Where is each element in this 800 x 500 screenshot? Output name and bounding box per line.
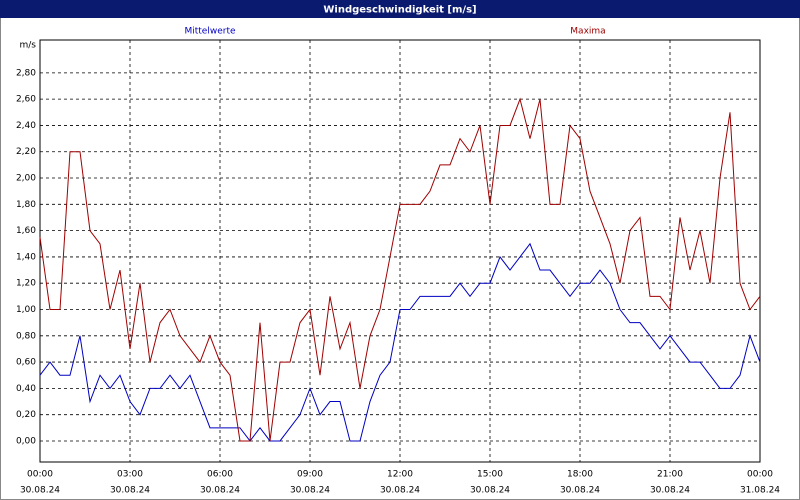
x-tick-label: 18:00 [567, 470, 593, 480]
x-tick-label: 03:00 [117, 470, 143, 480]
x-tick-date: 30.08.24 [110, 486, 150, 496]
y-tick-label: 1,80 [16, 200, 36, 210]
x-tick-label: 12:00 [387, 470, 413, 480]
x-tick-label: 09:00 [297, 470, 323, 480]
y-tick-label: 0,40 [16, 384, 36, 394]
y-tick-label: 0,00 [16, 436, 36, 446]
x-tick-date: 31.08.24 [740, 486, 780, 496]
title-bar [0, 0, 800, 18]
y-axis-label: m/s [20, 41, 37, 51]
x-tick-date: 30.08.24 [20, 486, 60, 496]
x-tick-label: 06:00 [207, 470, 233, 480]
x-tick-date: 30.08.24 [200, 486, 240, 496]
x-tick-date: 30.08.24 [650, 486, 690, 496]
y-tick-label: 1,00 [16, 305, 36, 315]
y-tick-label: 0,20 [16, 410, 36, 420]
series-line [39, 242, 761, 442]
chart-title: Windgeschwindigkeit [m/s] [323, 5, 476, 16]
x-tick-date: 30.08.24 [290, 486, 330, 496]
y-tick-label: 2,40 [16, 121, 36, 131]
x-tick-date: 30.08.24 [470, 486, 510, 496]
plot-area [39, 39, 761, 463]
y-tick-label: 1,60 [16, 226, 36, 236]
legend-entry: Mittelwerte [184, 27, 235, 37]
series-line [39, 97, 761, 442]
x-tick-date: 30.08.24 [380, 486, 420, 496]
y-tick-label: 2,00 [16, 174, 36, 184]
y-tick-label: 2,20 [16, 147, 36, 157]
x-tick-date: 30.08.24 [560, 486, 600, 496]
x-tick-label: 00:00 [27, 470, 53, 480]
y-tick-label: 0,60 [16, 358, 36, 368]
y-tick-label: 1,40 [16, 252, 36, 262]
x-tick-label: 15:00 [477, 470, 503, 480]
x-tick-label: 21:00 [657, 470, 683, 480]
legend-entry: Maxima [570, 27, 605, 37]
y-tick-label: 2,80 [16, 68, 36, 78]
x-tick-label: 00:00 [747, 470, 773, 480]
y-tick-label: 0,80 [16, 331, 36, 341]
y-tick-label: 1,20 [16, 279, 36, 289]
y-tick-label: 2,60 [16, 95, 36, 105]
